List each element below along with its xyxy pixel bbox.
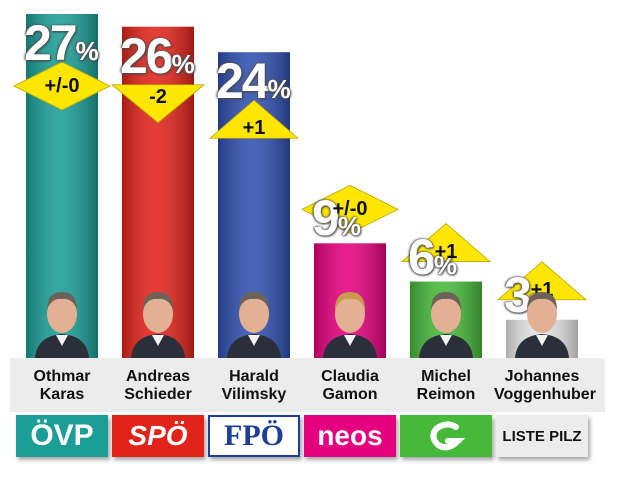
- first-name: Harald: [229, 368, 279, 385]
- person-icon: [515, 292, 569, 358]
- party-name: ÖVP: [30, 419, 94, 452]
- party-name: LISTE PILZ: [502, 427, 582, 445]
- candidate-name: Harald Vilimsky: [206, 368, 302, 404]
- first-name: Othmar: [33, 368, 91, 385]
- candidate-photo: [319, 280, 381, 358]
- last-name: Schieder: [124, 386, 192, 403]
- percent-value: 9: [312, 190, 340, 247]
- change-arrow-2: [110, 84, 206, 124]
- first-name: Andreas: [125, 368, 191, 385]
- person-icon: [323, 292, 377, 358]
- person-icon: [35, 292, 89, 358]
- person-icon: [227, 292, 281, 358]
- candidate-photo: [127, 280, 189, 358]
- party-name: neos: [317, 420, 383, 451]
- candidate-photo: [31, 280, 93, 358]
- change-label: -2: [149, 85, 167, 108]
- percent-unit: %: [337, 211, 361, 242]
- change-arrow-4: [301, 184, 399, 234]
- party-logo-4: neos: [304, 415, 396, 457]
- candidate-photo: [223, 280, 285, 358]
- candidate-name: Michel Reimon: [398, 368, 494, 404]
- percent-label: 9%: [312, 193, 361, 243]
- percent-value: 27: [24, 15, 78, 71]
- party-logo-6: LISTE PILZ: [496, 415, 588, 457]
- change-arrow-1: [13, 61, 111, 111]
- last-name: Karas: [39, 386, 85, 403]
- percent-unit: %: [267, 74, 291, 105]
- percent-label: 6%: [408, 232, 457, 282]
- last-name: Vilimsky: [221, 386, 287, 403]
- change-label: +/-0: [44, 75, 80, 97]
- percent-label: 27%: [24, 18, 99, 68]
- percent-value: 24: [216, 53, 270, 110]
- percent-unit: %: [433, 249, 457, 280]
- party-logo-2: SPÖ: [112, 415, 204, 457]
- person-icon: [131, 292, 185, 358]
- percent-label: 26%: [120, 31, 195, 81]
- party-name: SPÖ: [128, 420, 188, 451]
- candidate-name: Othmar Karas: [14, 368, 110, 404]
- percent-unit: %: [75, 36, 99, 66]
- name-band: [10, 358, 605, 412]
- change-label: +1: [242, 117, 266, 140]
- candidate-name: Claudia Gamon: [302, 368, 398, 404]
- candidate-name: Andreas Schieder: [110, 368, 206, 404]
- first-name: Claudia: [321, 368, 379, 385]
- last-name: Reimon: [416, 386, 476, 403]
- party-logo-3: FPÖ: [208, 415, 300, 457]
- candidate-name: Johannes Voggenhuber: [494, 368, 596, 404]
- candidate-photo: [415, 280, 477, 358]
- percent-unit: %: [171, 48, 195, 79]
- party-logo-5: [400, 415, 492, 457]
- percent-value: 26: [120, 27, 174, 84]
- last-name: Voggenhuber: [494, 386, 596, 403]
- candidate-photo: [511, 280, 573, 358]
- change-label: +1: [434, 240, 458, 263]
- change-label: +/-0: [332, 198, 368, 221]
- person-icon: [419, 292, 473, 358]
- last-name: Gamon: [322, 386, 378, 403]
- change-arrow-5: [400, 223, 492, 262]
- first-name: Johannes: [504, 368, 580, 385]
- green-party-logo-icon: [430, 421, 466, 451]
- percent-value: 6: [408, 228, 436, 285]
- party-logo-1: ÖVP: [16, 415, 108, 457]
- party-name: FPÖ: [224, 419, 284, 452]
- percent-label: 24%: [216, 56, 291, 106]
- change-arrow-3: [208, 99, 300, 139]
- first-name: Michel: [421, 368, 471, 385]
